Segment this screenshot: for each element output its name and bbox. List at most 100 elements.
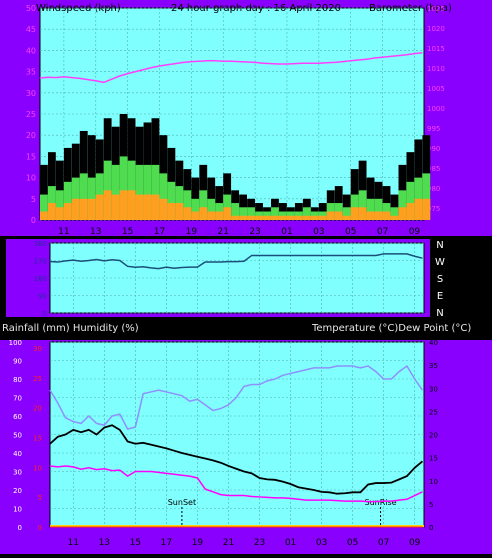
wind-average-bar xyxy=(143,164,152,220)
wind-average-bar xyxy=(422,173,431,220)
barometer-tick-label: 990 xyxy=(427,145,440,153)
rainfall-tick-label: 10 xyxy=(33,464,42,472)
wind-average-bar xyxy=(63,181,72,220)
wind-average-bar xyxy=(135,164,144,220)
wind-y-tick-label: 5 xyxy=(31,195,36,204)
temperature-tick-label: 20 xyxy=(429,432,438,440)
wind-minimum-bar xyxy=(342,215,351,220)
temperature-x-tick-label: 03 xyxy=(316,538,327,548)
rainfall-tick-label: 25 xyxy=(33,375,42,383)
temperature-x-tick-label: 15 xyxy=(130,538,141,548)
wind-average-bar xyxy=(342,207,351,220)
wind-average-bar xyxy=(159,173,168,220)
wind-minimum-bar xyxy=(279,215,287,220)
wind-average-bar xyxy=(207,198,216,220)
wind-average-bar xyxy=(271,207,279,220)
temperature-x-tick-label: 09 xyxy=(409,538,421,548)
wind-average-bar xyxy=(374,198,383,220)
rainfall-baseline xyxy=(50,525,424,527)
barometer-tick-label: 980 xyxy=(427,185,440,193)
wind-y-tick-label: 50 xyxy=(26,4,36,13)
wind-axis-title: Windspeed (kph) xyxy=(36,3,121,14)
humidity-tick-label: 40 xyxy=(13,450,22,458)
wind-minimum-bar xyxy=(95,194,104,220)
wind-minimum-bar xyxy=(55,207,64,220)
temperature-tick-label: 0 xyxy=(429,524,433,532)
wind-minimum-bar xyxy=(40,211,48,220)
temperature-tick-label: 10 xyxy=(429,478,438,486)
wind-x-tick-label: 07 xyxy=(377,227,388,237)
barometer-tick-label: 995 xyxy=(427,125,440,133)
wind-x-tick-label: 17 xyxy=(154,227,165,237)
wind-minimum-bar xyxy=(318,215,327,220)
wind-minimum-bar xyxy=(286,215,295,220)
wind-average-bar xyxy=(231,203,240,220)
graph-title: 24 hour graph day : 16 April 2020 xyxy=(171,3,341,14)
wind-minimum-bar xyxy=(183,207,192,220)
wind-y-tick-label: 45 xyxy=(26,25,36,34)
temperature-x-tick-label: 01 xyxy=(285,538,296,548)
barometer-tick-label: 1010 xyxy=(427,65,445,73)
wind-average-bar xyxy=(40,194,48,220)
wind-minimum-bar xyxy=(63,203,72,220)
direction-y-tick-label: 0 xyxy=(43,310,47,318)
wind-average-bar xyxy=(111,164,120,220)
wind-minimum-bar xyxy=(414,198,423,220)
wind-x-tick-label: 15 xyxy=(122,227,133,237)
wind-average-bar xyxy=(358,190,367,220)
wind-minimum-bar xyxy=(127,190,136,220)
temperature-line xyxy=(49,424,424,495)
compass-label: E xyxy=(437,291,443,302)
wind-minimum-bar xyxy=(310,215,319,220)
humidity-tick-label: 100 xyxy=(9,339,22,347)
wind-minimum-bar xyxy=(294,215,303,220)
humidity-tick-label: 80 xyxy=(13,376,22,384)
barometer-tick-label: 1000 xyxy=(427,105,445,113)
wind-minimum-bar xyxy=(255,215,263,220)
wind-minimum-bar xyxy=(111,194,120,220)
wind-average-bar xyxy=(239,207,248,220)
wind-average-bar xyxy=(151,164,160,220)
wind-x-tick-label: 01 xyxy=(281,227,292,237)
direction-y-tick-label: 90 xyxy=(38,293,47,301)
humidity-tick-label: 50 xyxy=(13,432,22,440)
compass-label: N xyxy=(436,240,443,251)
wind-gust-bar xyxy=(255,203,263,220)
wind-average-bar xyxy=(398,190,407,220)
temperature-tick-label: 5 xyxy=(429,501,433,509)
wind-minimum-bar xyxy=(231,215,240,220)
wind-average-bar xyxy=(55,190,64,220)
wind-average-bar xyxy=(167,181,176,220)
wind-average-bar xyxy=(326,203,335,220)
wind-x-tick-label: 03 xyxy=(313,227,324,237)
humidity-tick-label: 20 xyxy=(13,487,22,495)
wind-gust-bar xyxy=(40,164,48,220)
temperature-x-tick-label: 21 xyxy=(223,538,234,548)
wind-gust-bar xyxy=(318,203,327,220)
wind-minimum-bar xyxy=(326,211,335,220)
wind-minimum-bar xyxy=(366,211,375,220)
temperature-tick-label: 15 xyxy=(429,455,438,463)
wind-minimum-bar xyxy=(398,207,407,220)
rainfall-tick-label: 30 xyxy=(33,345,42,353)
wind-minimum-bar xyxy=(239,215,248,220)
wind-average-bar xyxy=(183,190,192,220)
wind-x-tick-label: 23 xyxy=(249,227,260,237)
wind-x-tick-label: 11 xyxy=(58,227,69,237)
wind-minimum-bar xyxy=(334,211,343,220)
wind-minimum-bar xyxy=(358,207,367,220)
compass-label: W xyxy=(435,257,445,268)
temperature-tick-label: 40 xyxy=(429,339,438,347)
wind-x-tick-label: 13 xyxy=(90,227,101,237)
wind-x-tick-label: 19 xyxy=(186,227,198,237)
wind-y-tick-label: 30 xyxy=(26,89,36,98)
temperature-tick-label: 30 xyxy=(429,385,438,393)
wind-minimum-bar xyxy=(207,211,216,220)
wind-minimum-bar xyxy=(87,198,96,220)
pressure-line xyxy=(39,52,423,84)
rainfall-tick-label: 0 xyxy=(38,524,42,532)
wind-minimum-bar xyxy=(271,215,279,220)
barometer-tick-label: 1015 xyxy=(427,45,445,53)
wind-minimum-bar xyxy=(159,198,168,220)
